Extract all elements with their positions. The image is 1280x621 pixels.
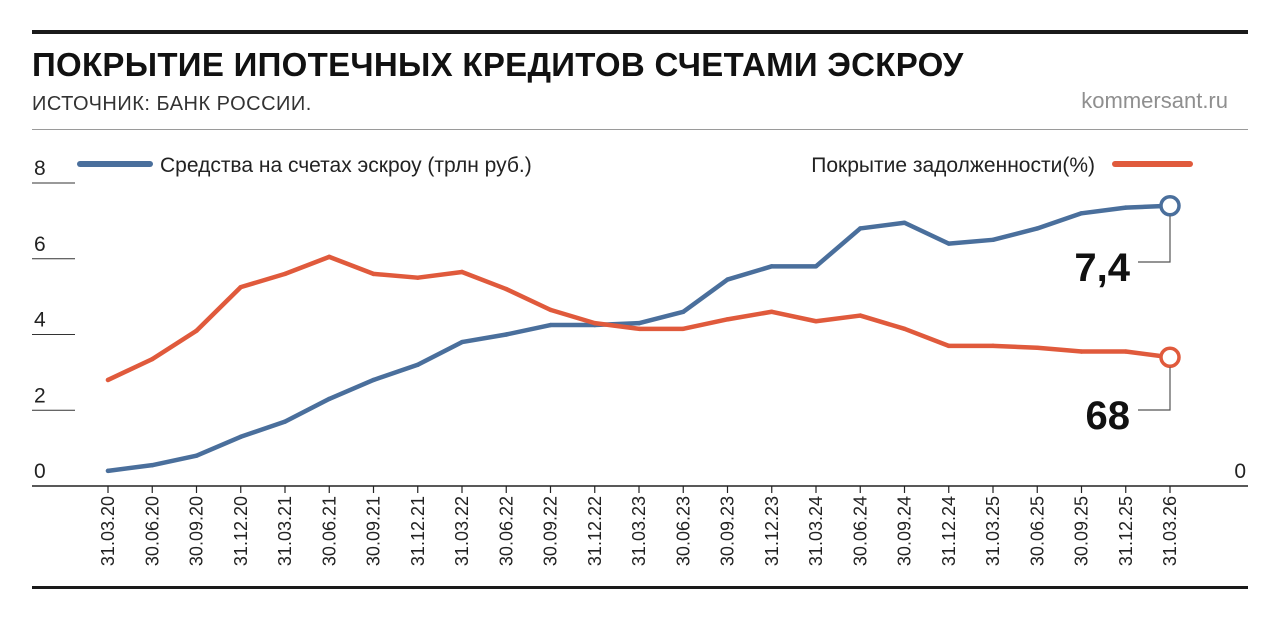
escrow-data-point <box>504 332 509 337</box>
escrow-data-point <box>282 419 288 424</box>
x-tick-label: 30.09.23 <box>718 496 738 566</box>
x-tick-label: 30.09.22 <box>541 496 561 566</box>
escrow-data-point <box>194 453 199 458</box>
coverage-data-point <box>990 343 996 349</box>
coverage-data-point <box>725 317 730 322</box>
coverage-data-point <box>459 269 465 275</box>
x-tick-label: 30.09.20 <box>187 496 207 566</box>
coverage-data-point <box>282 271 288 277</box>
escrow-data-point <box>238 434 243 439</box>
site-credit: kommersant.ru <box>1081 88 1228 113</box>
chart-source: ИСТОЧНИК: БАНК РОССИИ. <box>32 93 312 115</box>
escrow-data-point <box>681 309 686 314</box>
x-tick-label: 31.12.25 <box>1116 496 1136 566</box>
escrow-data-point <box>636 320 642 326</box>
escrow-callout-leader <box>1138 215 1171 263</box>
coverage-data-point <box>1079 349 1084 354</box>
x-tick-label: 31.12.23 <box>762 496 782 566</box>
coverage-series-line <box>105 254 1173 383</box>
x-tick-label: 30.09.21 <box>364 496 384 566</box>
left-tick-label: 0 <box>34 460 46 483</box>
coverage-data-point <box>238 284 243 290</box>
escrow-data-point <box>725 277 730 282</box>
axes-layer: 024680408012016031.03.2030.06.2030.09.20… <box>32 157 1248 566</box>
x-tick-label: 31.03.24 <box>806 496 826 566</box>
left-tick-label: 4 <box>34 309 46 332</box>
escrow-data-point <box>858 226 863 231</box>
header-divider <box>32 129 1248 130</box>
left-tick-label: 2 <box>34 384 46 407</box>
coverage-data-point <box>105 377 111 383</box>
coverage-data-point <box>592 320 597 326</box>
coverage-data-point <box>415 275 420 280</box>
escrow-data-point <box>813 264 819 269</box>
coverage-callout-value: 68 <box>1086 394 1131 438</box>
legend-layer: Средства на счетах эскроу (трлн руб.) По… <box>77 154 1193 177</box>
x-tick-label: 31.12.22 <box>585 496 605 566</box>
x-tick-label: 31.03.23 <box>629 496 649 566</box>
x-tick-label: 30.06.21 <box>319 496 339 566</box>
coverage-data-point <box>194 328 199 333</box>
escrow-series-line <box>105 203 1173 474</box>
coverage-data-point <box>1035 345 1040 350</box>
x-tick-label: 31.12.21 <box>408 496 428 566</box>
x-tick-label: 31.03.20 <box>98 496 118 566</box>
coverage-data-point <box>150 356 155 362</box>
escrow-callout-value: 7,4 <box>1074 246 1130 290</box>
coverage-end-marker <box>1159 346 1181 368</box>
legend-escrow-label: Средства на счетах эскроу (трлн руб.) <box>160 154 532 177</box>
x-tick-label: 30.09.24 <box>895 496 915 566</box>
escrow-data-point <box>105 468 111 474</box>
coverage-data-point <box>504 286 509 292</box>
escrow-data-point <box>769 264 774 269</box>
escrow-data-point <box>327 396 332 402</box>
x-tick-label: 30.06.25 <box>1027 496 1047 566</box>
x-tick-label: 31.03.22 <box>452 496 472 566</box>
left-tick-label: 6 <box>34 233 46 256</box>
x-tick-label: 31.12.24 <box>939 496 959 566</box>
legend-coverage-label: Покрытие задолженности(%) <box>811 154 1095 177</box>
x-tick-label: 31.03.21 <box>275 496 295 566</box>
callout-layer: 7,4 68 <box>1074 215 1171 438</box>
chart-title: ПОКРЫТИЕ ИПОТЕЧНЫХ КРЕДИТОВ СЧЕТАМИ ЭСКР… <box>32 46 964 83</box>
coverage-data-point <box>681 326 686 332</box>
coverage-data-point <box>371 271 376 277</box>
right-tick-label: 0 <box>1234 460 1246 483</box>
coverage-data-point <box>858 313 863 318</box>
x-tick-label: 30.06.23 <box>673 496 693 566</box>
x-tick-label: 30.06.22 <box>496 496 516 566</box>
coverage-data-point <box>902 326 907 332</box>
escrow-data-point <box>1035 226 1040 231</box>
coverage-data-point <box>1123 349 1128 354</box>
coverage-data-point <box>946 343 951 349</box>
escrow-data-point <box>990 237 996 243</box>
top-rule <box>32 30 1248 34</box>
lines-layer <box>105 194 1181 474</box>
coverage-data-point <box>769 309 774 314</box>
escrow-end-marker <box>1159 194 1181 217</box>
x-tick-label: 30.06.24 <box>850 496 870 566</box>
escrow-data-point <box>548 322 553 328</box>
left-tick-label: 8 <box>34 157 46 180</box>
escrow-data-point <box>902 220 907 225</box>
coverage-data-point <box>327 254 332 260</box>
escrow-data-point <box>459 339 465 345</box>
x-tick-label: 31.03.25 <box>983 496 1003 566</box>
x-tick-label: 30.09.25 <box>1072 496 1092 566</box>
escrow-data-point <box>371 377 376 383</box>
x-tick-label: 31.12.20 <box>231 496 251 566</box>
coverage-callout-leader <box>1138 367 1171 411</box>
escrow-data-point <box>946 241 951 246</box>
bottom-rule <box>32 586 1248 589</box>
escrow-data-point <box>1123 205 1128 210</box>
x-tick-label: 30.06.20 <box>142 496 162 566</box>
coverage-data-point <box>548 307 553 313</box>
coverage-data-point <box>636 326 642 332</box>
escrow-data-point <box>415 362 420 367</box>
coverage-data-point <box>813 319 819 324</box>
x-tick-label: 31.03.26 <box>1160 496 1180 566</box>
escrow-data-point <box>1079 211 1084 216</box>
escrow-data-point <box>150 462 155 468</box>
